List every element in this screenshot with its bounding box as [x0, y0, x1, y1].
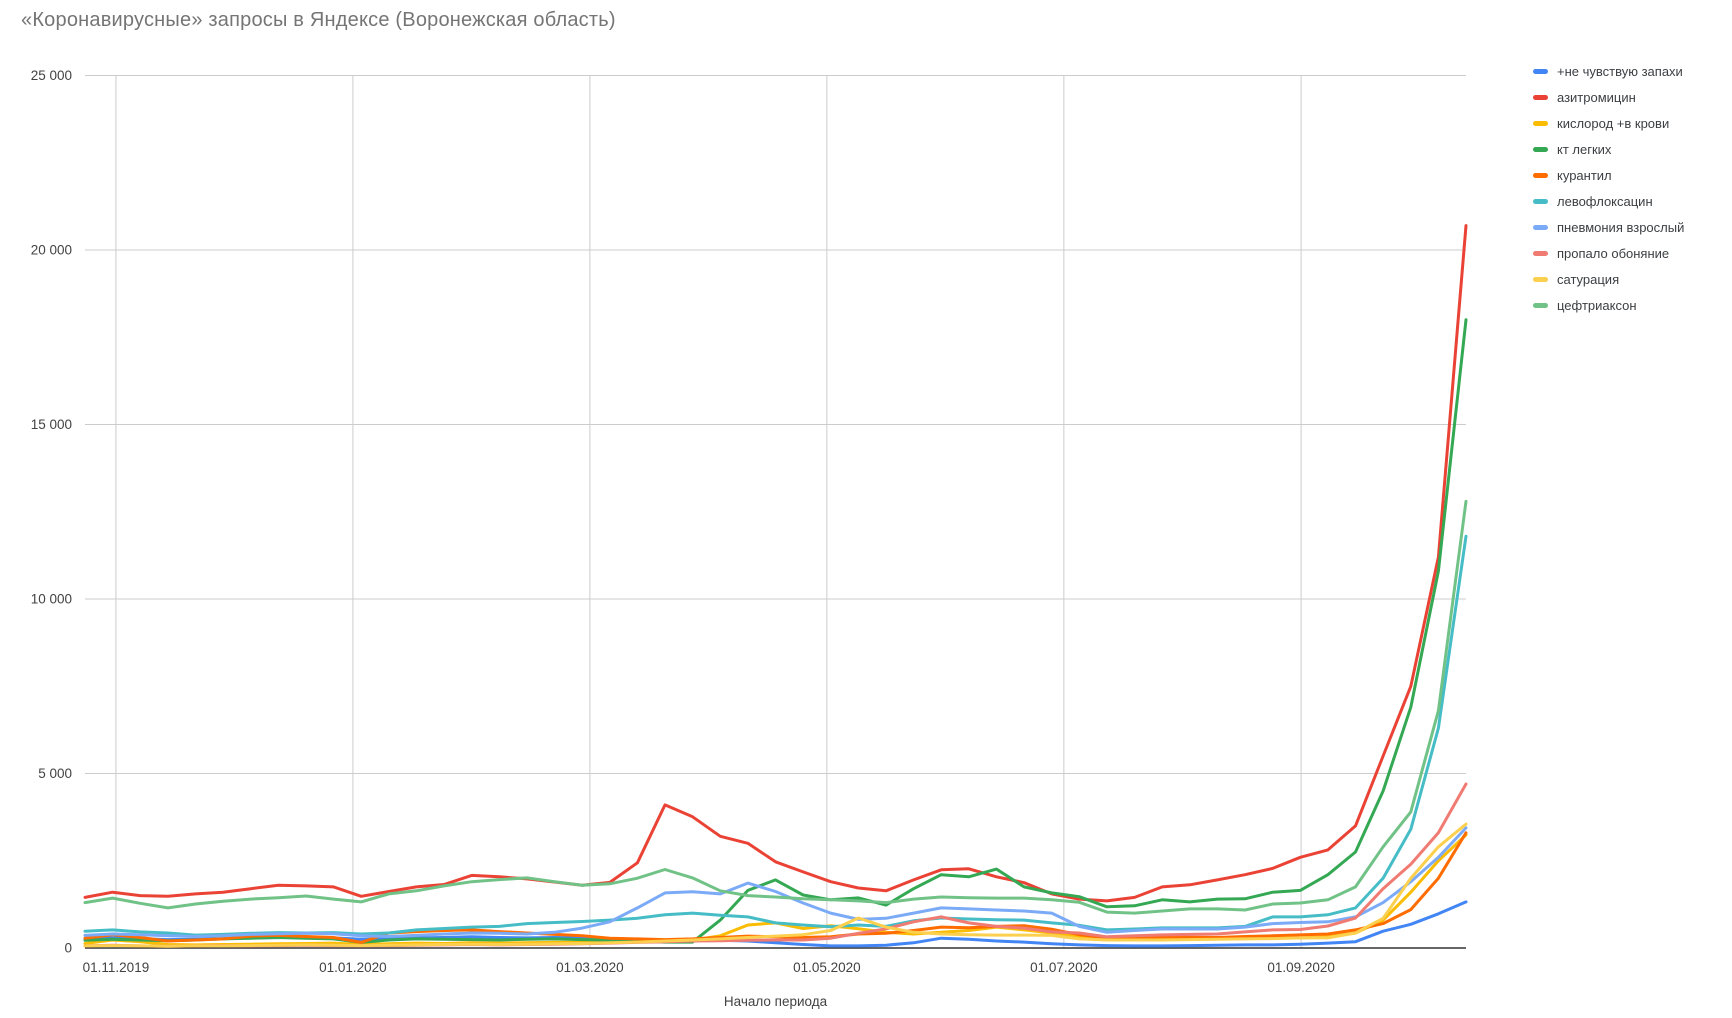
- series-line-9: [83, 499, 1468, 915]
- legend-item[interactable]: сатурация: [1533, 273, 1684, 286]
- legend-swatch: [1533, 251, 1548, 256]
- y-tick-label: 15 000: [31, 417, 72, 432]
- legend-swatch: [1533, 225, 1548, 230]
- legend-label: пропало обоняние: [1557, 246, 1670, 261]
- legend-label: курантил: [1557, 168, 1612, 183]
- y-tick-label: 25 000: [31, 68, 72, 83]
- legend-swatch: [1533, 121, 1548, 126]
- legend-label: пневмония взрослый: [1557, 220, 1685, 235]
- legend-swatch: [1533, 69, 1548, 74]
- legend-item[interactable]: пневмония взрослый: [1533, 221, 1684, 234]
- legend-swatch: [1533, 277, 1548, 282]
- legend-item[interactable]: левофлоксацин: [1533, 195, 1684, 208]
- y-tick-label: 10 000: [31, 592, 72, 607]
- legend-item[interactable]: азитромицин: [1533, 91, 1684, 104]
- legend-swatch: [1533, 303, 1548, 308]
- series-line-8: [83, 822, 1468, 948]
- chart-title: «Коронавирусные» запросы в Яндексе (Воро…: [21, 9, 616, 31]
- series-line-2: [83, 833, 1468, 947]
- legend-label: цефтриаксон: [1557, 298, 1637, 313]
- x-tick-label: 01.05.2020: [793, 960, 861, 975]
- legend-label: кт легких: [1557, 142, 1612, 157]
- legend-label: левофлоксацин: [1557, 194, 1653, 209]
- x-tick-label: 01.01.2020: [319, 960, 387, 975]
- x-tick-label: 01.09.2020: [1267, 960, 1335, 975]
- legend-swatch: [1533, 173, 1548, 178]
- legend-item[interactable]: курантил: [1533, 169, 1684, 182]
- legend-label: азитромицин: [1557, 90, 1636, 105]
- legend-swatch: [1533, 199, 1548, 204]
- series-line-6: [83, 826, 1468, 938]
- legend-label: +не чувствую запахи: [1557, 64, 1683, 79]
- legend-label: сатурация: [1557, 272, 1620, 287]
- x-axis-title: Начало периода: [723, 994, 828, 1009]
- x-tick-label: 01.03.2020: [556, 960, 624, 975]
- y-tick-label: 5 000: [38, 766, 72, 781]
- legend-label: кислород +в крови: [1557, 116, 1670, 131]
- legend-item[interactable]: цефтриаксон: [1533, 299, 1684, 312]
- y-tick-label: 20 000: [31, 243, 72, 258]
- series-line-1: [83, 224, 1468, 903]
- y-tick-label: 0: [64, 941, 72, 956]
- series-line-3: [83, 318, 1468, 944]
- legend-swatch: [1533, 147, 1548, 152]
- legend-item[interactable]: +не чувствую запахи: [1533, 65, 1684, 78]
- legend-item[interactable]: кт легких: [1533, 143, 1684, 156]
- x-tick-label: 01.07.2020: [1030, 960, 1098, 975]
- legend: +не чувствую запахи азитромицин кислород +…: [1533, 65, 1684, 312]
- legend-item[interactable]: кислород +в крови: [1533, 117, 1684, 130]
- legend-swatch: [1533, 95, 1548, 100]
- x-tick-label: 01.11.2019: [83, 960, 150, 975]
- legend-item[interactable]: пропало обоняние: [1533, 247, 1684, 260]
- series-line-5: [83, 534, 1468, 937]
